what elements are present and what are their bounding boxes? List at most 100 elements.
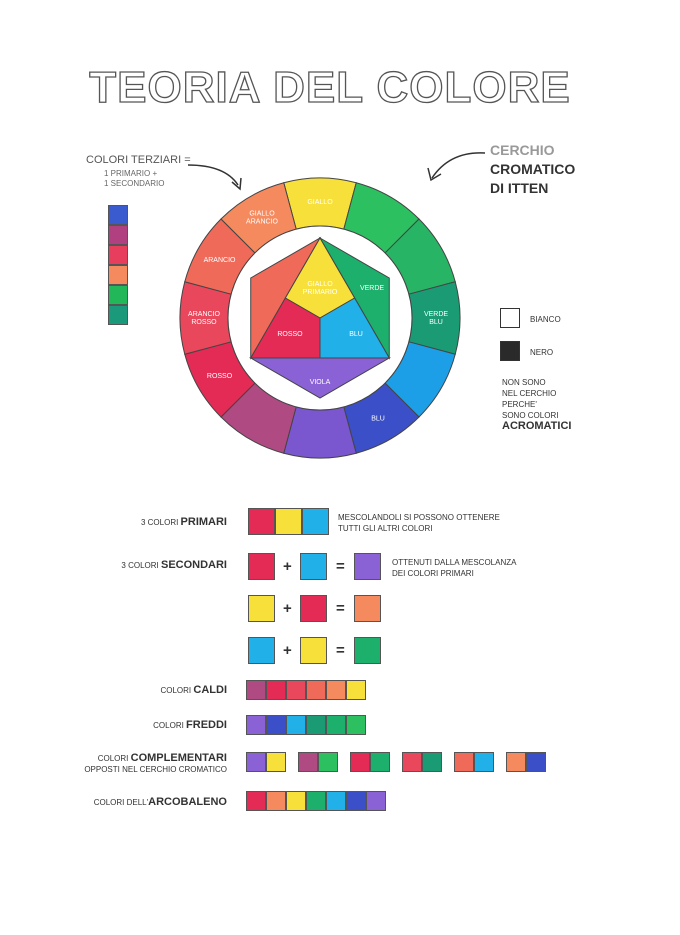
primari-label: 3 COLORI PRIMARI (140, 516, 227, 528)
terziari-swatch (108, 305, 128, 325)
arcobaleno-label: COLORI DELL'ARCOBALENO (93, 796, 227, 808)
primari-note: MESCOLANDOLI SI POSSONO OTTENERE TUTTI GL… (338, 513, 500, 533)
complementare-b (526, 752, 546, 772)
wheel-segment-label: ARANCIO (204, 257, 236, 264)
wheel-segment-label: GIALLO (249, 211, 275, 218)
complementare-b (370, 752, 390, 772)
wheel-segment-label: GIALLO (307, 199, 333, 206)
caldo-swatch (286, 680, 306, 700)
complementare-a (506, 752, 526, 772)
label-blu-primario: BLU (349, 331, 363, 338)
mix-result (354, 637, 381, 664)
page-title-text: TEORIA DEL COLORE (89, 63, 570, 112)
terziari-line1: 1 PRIMARIO + (104, 169, 158, 178)
caldo-swatch (326, 680, 346, 700)
terziari-strip (108, 205, 128, 325)
plus-sign: + (283, 600, 292, 617)
complementare-a (402, 752, 422, 772)
acro-line1: NON SONO (502, 378, 546, 387)
freddo-swatch (246, 715, 266, 735)
wheel-segment-label: ARANCIO (246, 219, 278, 226)
mix-color-a (248, 595, 275, 622)
caldo-swatch (246, 680, 266, 700)
plus-sign: + (283, 642, 292, 659)
caldi-label: COLORI CALDI (160, 684, 227, 696)
freddo-swatch (306, 715, 326, 735)
acro-strong: ACROMATICI (502, 420, 572, 432)
label-verde: VERDE (360, 285, 384, 292)
complementare-b (474, 752, 494, 772)
arcobaleno-swatch (346, 791, 366, 811)
mix-color-b (300, 595, 327, 622)
terziari-arrow-icon (187, 164, 242, 191)
label-viola: VIOLA (310, 379, 331, 386)
complementare-b (422, 752, 442, 772)
plus-sign: + (283, 558, 292, 575)
wheel-segment-label: BLU (371, 415, 385, 422)
wheel-segment-label: BLU (429, 319, 443, 326)
terziari-heading: COLORI TERZIARI = (86, 154, 191, 166)
mix-color-a (248, 553, 275, 580)
acro-line3: PERCHE' (502, 400, 537, 409)
equals-sign: = (336, 642, 345, 659)
complementare-a (454, 752, 474, 772)
mix-color-b (300, 637, 327, 664)
caldo-swatch (306, 680, 326, 700)
caldo-swatch (266, 680, 286, 700)
terziari-swatch (108, 245, 128, 265)
arcobaleno-swatch (286, 791, 306, 811)
terziari-swatch (108, 205, 128, 225)
mix-color-a (248, 637, 275, 664)
color-wheel: GIALLOVERDEBLUBLUROSSOARANCIOROSSOARANCI… (179, 177, 461, 459)
triangle-red (249, 297, 321, 359)
acromatici-note: NON SONO NEL CERCHIO PERCHE' SONO COLORI… (502, 377, 612, 432)
arcobaleno-swatch (366, 791, 386, 811)
complementare-a (350, 752, 370, 772)
itten-line1: CERCHIO (490, 142, 555, 158)
primario-swatch (302, 508, 329, 535)
equals-sign: = (336, 600, 345, 617)
arcobaleno-swatch (326, 791, 346, 811)
wheel-segment-label: ROSSO (191, 319, 217, 326)
itten-line2: CROMATICO (490, 161, 576, 177)
primario-swatch (275, 508, 302, 535)
complementare-b (318, 752, 338, 772)
terziari-definition: 1 PRIMARIO + 1 SECONDARIO (104, 169, 164, 189)
wheel-segment-label: VERDE (424, 311, 448, 318)
arcobaleno-swatch (246, 791, 266, 811)
secondari-note: OTTENUTI DALLA MESCOLANZA DEI COLORI PRIM… (392, 558, 517, 578)
nero-swatch (500, 341, 520, 361)
equals-sign: = (336, 558, 345, 575)
itten-line3: DI ITTEN (490, 180, 549, 196)
arcobaleno-swatch (306, 791, 326, 811)
terziari-line2: 1 SECONDARIO (104, 179, 165, 188)
acro-line4: SONO COLORI (502, 411, 559, 420)
mix-result (354, 553, 381, 580)
nero-label: NERO (530, 348, 554, 357)
mix-result (354, 595, 381, 622)
freddo-swatch (286, 715, 306, 735)
freddo-swatch (266, 715, 286, 735)
label-rosso-primario: ROSSO (277, 331, 303, 338)
itten-label: CERCHIO CROMATICO DI ITTEN (490, 141, 575, 198)
wheel-segment-label: ARANCIO (188, 311, 220, 318)
terziari-swatch (108, 225, 128, 245)
acro-line2: NEL CERCHIO (502, 389, 557, 398)
bianco-swatch (500, 308, 520, 328)
freddo-swatch (346, 715, 366, 735)
secondari-label: 3 COLORI SECONDARI (121, 559, 227, 571)
arcobaleno-swatch (266, 791, 286, 811)
freddo-swatch (326, 715, 346, 735)
label-giallo-primario: GIALLO (307, 281, 333, 288)
complementari-label: COLORI COMPLEMENTARI OPPOSTI NEL CERCHIO… (84, 752, 227, 775)
label-giallo-primario-2: PRIMARIO (303, 289, 338, 296)
terziari-swatch (108, 265, 128, 285)
primario-swatch (248, 508, 275, 535)
mix-color-b (300, 553, 327, 580)
wheel-segment-label: ROSSO (207, 373, 233, 380)
complementare-b (266, 752, 286, 772)
bianco-label: BIANCO (530, 315, 561, 324)
freddi-label: COLORI FREDDI (153, 719, 227, 731)
itten-arrow-icon (427, 152, 486, 182)
complementare-a (298, 752, 318, 772)
